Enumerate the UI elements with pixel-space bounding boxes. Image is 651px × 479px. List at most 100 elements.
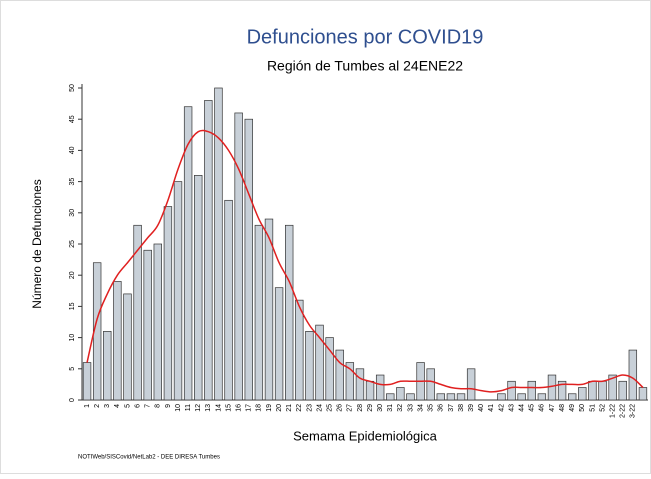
bar [618,380,627,401]
y-tick-label: 30 [69,209,76,217]
bar [406,393,415,401]
bar [628,349,638,401]
bar [214,87,223,401]
x-tick-label: 3 [104,404,111,408]
y-tick-label: 35 [69,178,76,186]
y-tick-label: 40 [69,146,76,154]
bar [527,380,536,401]
x-tick-label: 1 [84,404,91,408]
bar [537,393,547,401]
bar [547,374,557,401]
x-tick-label: 22 [296,404,303,412]
source-note: NOTIWeb/SISCovid/NetLab2 - DEE DIRESA Tu… [78,455,220,461]
bar [194,175,203,401]
x-tick-label: 32 [397,404,404,412]
x-tick-label: 19 [266,404,273,412]
bar [153,243,162,401]
bar [183,106,193,401]
bar [365,380,375,401]
x-tick-label: 36 [438,404,445,412]
bar [557,380,567,401]
bar [386,393,395,401]
y-tick-label: 25 [69,240,76,248]
bar [335,349,344,401]
bar [517,393,526,401]
x-tick-label: 29 [367,404,374,412]
bar [375,374,385,401]
y-tick-label: 50 [69,84,76,92]
bar [396,387,405,401]
y-tick-label: 0 [69,398,76,402]
bar [113,281,122,401]
x-tick-label: 52 [599,404,606,412]
bar [638,387,648,401]
x-axis-title: Semama Epidemiológica [293,428,438,443]
bar [568,393,577,401]
y-tick-label: 15 [69,302,76,310]
bar [426,368,435,401]
bar [254,224,264,401]
bar [204,100,213,401]
x-tick-label: 17 [246,404,253,412]
x-tick-label: 2 [94,404,101,408]
x-tick-label: 11 [185,404,192,411]
bar [315,324,324,401]
bar [466,368,476,401]
x-tick-label: 14 [215,404,222,412]
x-tick-label: 3-22 [630,404,637,418]
bar [325,337,334,401]
bar [345,362,355,401]
x-tick-label: 46 [539,404,546,412]
bar [436,393,445,401]
x-tick-label: 33 [407,404,414,412]
bar [163,206,173,401]
x-tick-label: 48 [559,404,566,412]
x-tick-label: 44 [519,404,526,412]
x-tick-label: 23 [306,404,313,412]
x-tick-label: 13 [205,404,212,412]
bar [608,374,617,401]
x-tick-label: 49 [569,404,576,412]
x-tick-label: 37 [448,404,455,412]
bar [598,380,607,401]
x-tick-label: 9 [165,404,172,408]
x-tick-label: 25 [326,404,333,412]
y-tick-label: 20 [69,271,76,279]
bar [173,181,183,401]
x-tick-label: 35 [428,404,435,412]
bar [305,331,314,401]
x-tick-label: 38 [458,404,465,412]
x-tick-label: 31 [387,404,394,412]
x-tick-label: 1-22 [609,404,616,418]
y-tick-label: 10 [69,334,76,342]
chart-subtitle: Región de Tumbes al 24ENE22 [267,58,463,74]
x-tick-label: 8 [155,404,162,408]
x-tick-label: 4 [114,404,121,408]
x-tick-label: 7 [145,404,152,408]
x-tick-label: 15 [225,404,232,412]
bar [234,112,243,401]
bar [456,393,466,401]
x-tick-label: 30 [377,404,384,412]
x-tick-label: 42 [498,404,505,412]
bar [103,331,112,401]
x-tick-label: 21 [286,404,293,412]
x-tick-label: 41 [488,404,495,412]
bar [295,299,304,401]
x-tick-label: 2-22 [620,404,627,418]
x-tick-label: 39 [468,404,475,412]
x-tick-label: 6 [134,404,141,408]
x-tick-label: 27 [347,404,354,412]
bar [285,224,294,401]
bar [578,387,587,401]
bar [244,118,253,401]
y-tick-label: 45 [69,115,76,123]
x-tick-label: 10 [175,404,182,412]
bar [274,287,284,401]
x-tick-label: 26 [337,404,344,412]
x-tick-label: 18 [256,404,263,412]
x-tick-label: 16 [236,404,243,412]
bar [497,393,506,401]
bar [355,368,365,401]
